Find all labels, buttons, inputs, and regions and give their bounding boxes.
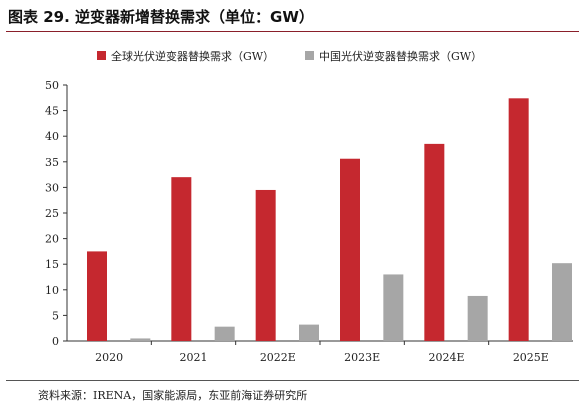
legend-swatch-2 (305, 51, 314, 60)
bar-chart: 全球光伏逆变器替换需求（GW） 中国光伏逆变器替换需求（GW）0510152025… (45, 49, 573, 364)
y-tick-label: 15 (45, 258, 59, 271)
legend-label-1: 全球光伏逆变器替换需求（GW） (111, 49, 274, 63)
y-tick-label: 0 (52, 335, 59, 348)
x-tick-label: 2024E (428, 351, 464, 364)
y-tick-label: 45 (45, 105, 59, 118)
bar-global-2021 (171, 177, 192, 341)
bar-global-2023E (340, 158, 360, 341)
bar-global-2022E (255, 189, 276, 341)
y-tick-label: 10 (45, 284, 59, 297)
legend-swatch-1 (97, 51, 106, 60)
x-tick-label: 2022E (260, 351, 296, 364)
y-tick-label: 30 (45, 181, 59, 194)
y-tick-label: 50 (45, 79, 59, 92)
y-tick-label: 5 (52, 309, 59, 322)
bar-global-2024E (424, 143, 445, 341)
bar-china-2024E (467, 295, 488, 341)
y-tick-label: 40 (45, 130, 59, 143)
bar-china-2020 (130, 338, 151, 341)
source-divider (6, 380, 579, 381)
y-tick-label: 20 (45, 233, 59, 246)
figure-title: 图表 29. 逆变器新增替换需求（单位：GW） (8, 8, 314, 26)
bar-global-2020 (87, 251, 107, 341)
x-tick-label: 2025E (513, 351, 549, 364)
bar-china-2022E (299, 324, 319, 341)
legend-label-2: 中国光伏逆变器替换需求（GW） (319, 49, 482, 63)
y-tick-label: 25 (45, 207, 59, 220)
source-note: 资料来源：IRENA，国家能源局，东亚前海证券研究所 (38, 389, 308, 402)
x-tick-label: 2021 (180, 351, 208, 364)
bar-china-2025E (552, 263, 572, 341)
bar-china-2021 (214, 326, 235, 341)
title-divider (6, 31, 579, 32)
x-tick-label: 2023E (344, 351, 380, 364)
y-tick-label: 35 (45, 156, 59, 169)
bar-china-2023E (383, 274, 404, 341)
bar-global-2025E (508, 98, 529, 341)
x-tick-label: 2020 (95, 351, 123, 364)
